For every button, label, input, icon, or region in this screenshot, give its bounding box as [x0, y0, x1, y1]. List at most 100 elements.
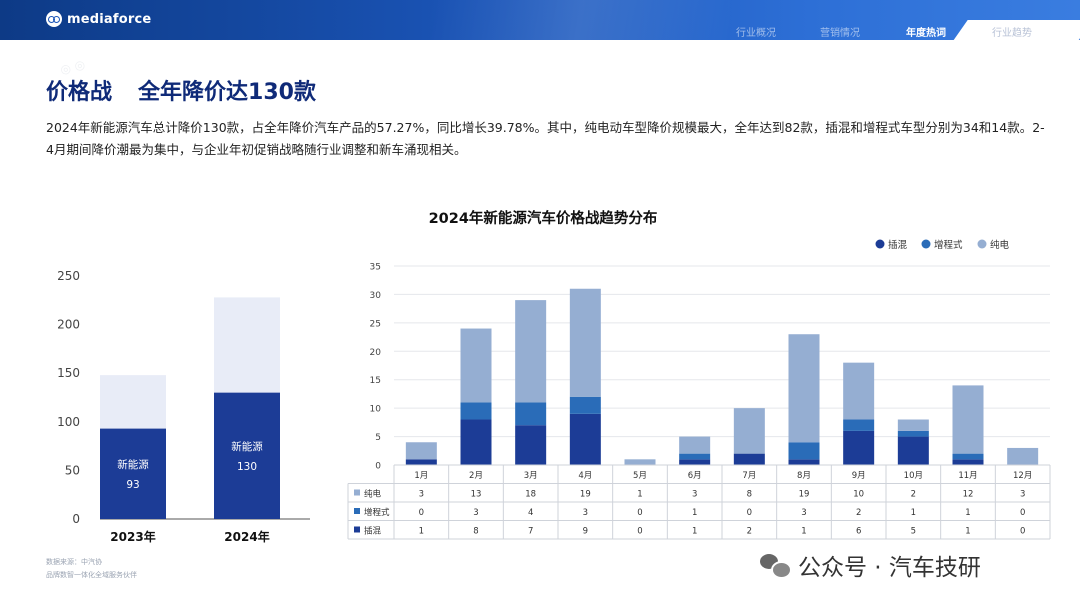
data-source: 数据来源：中汽协 品牌数智一体化全域服务伙伴	[46, 556, 137, 582]
yearly-comparison-svg: 0 50 100 150 200 250 新能源 93 2023年 新能源 130 2024年	[57, 269, 310, 544]
bar-inner-label: 新能源	[117, 458, 149, 471]
bar-segment	[569, 396, 601, 414]
nav-item-marketing[interactable]: 营销情况	[820, 28, 860, 39]
bar-segment	[733, 408, 765, 454]
table-cell-value: 8	[473, 527, 478, 537]
bar-segment	[679, 436, 711, 454]
logo-text: mediaforce	[67, 11, 152, 27]
table-cell-value: 19	[799, 490, 810, 500]
table-cell-value: 1	[419, 527, 424, 537]
legend-label: 纯电	[990, 239, 1010, 251]
y-tick-label: 0	[375, 462, 381, 472]
wechat-watermark: 公众号 · 汽车技研	[760, 548, 981, 582]
y-tick-label: 30	[370, 291, 382, 301]
legend-swatch	[921, 239, 931, 249]
x-category-label: 6月	[688, 471, 702, 481]
table-cell-value: 8	[747, 490, 752, 500]
table-cell-value: 7	[528, 527, 533, 537]
table-cell-value: 12	[963, 490, 974, 500]
table-cell-value: 18	[525, 490, 536, 500]
table-cell-value: 4	[528, 508, 533, 518]
nav-item-trends[interactable]: 行业趋势	[992, 28, 1032, 39]
header-shine	[430, 0, 730, 40]
source-line-2: 品牌数智一体化全域服务伙伴	[46, 571, 137, 579]
table-cell-value: 3	[1020, 490, 1025, 500]
x-category-label: 9月	[852, 471, 866, 481]
legend-swatch	[977, 239, 987, 249]
table-cell-value: 10	[853, 490, 864, 500]
y-tick-label: 0	[72, 512, 80, 526]
bar-segment	[952, 385, 984, 454]
table-cell-value: 13	[471, 490, 482, 500]
bar-segment-other	[214, 297, 280, 393]
y-tick-label: 20	[370, 348, 382, 358]
brand-logo[interactable]: mediaforce	[46, 11, 151, 27]
x-category-label: 10月	[904, 471, 923, 481]
bar-segment	[405, 442, 437, 460]
monthly-trend-chart: 2024年新能源汽车价格战趋势分布 插混 增程式 纯电 0 5 10 15 20 25 30 35 1月…	[340, 200, 1060, 560]
table-row-label: 纯电	[364, 489, 382, 500]
table-cell-value: 0	[419, 508, 424, 518]
bar-segment-nev	[100, 428, 166, 519]
y-tick-label: 35	[370, 263, 381, 273]
bar-segment	[843, 362, 875, 420]
bar-segment	[569, 413, 601, 465]
page-title: 价格战 全年降价达130款	[46, 74, 316, 106]
table-row-swatch	[354, 526, 360, 533]
table-row-label: 插混	[364, 526, 382, 537]
bar-segment	[624, 459, 656, 465]
bar-segment	[515, 300, 547, 403]
bar-segment	[1007, 447, 1039, 465]
table-cell-value: 2	[747, 527, 752, 537]
table-cell-value: 1	[692, 527, 697, 537]
bar-segment	[897, 419, 929, 431]
bar-segment	[788, 459, 820, 465]
table-cell-value: 0	[637, 508, 642, 518]
table-cell-value: 1	[637, 490, 642, 500]
table-cell-value: 3	[583, 508, 588, 518]
table-cell-value: 0	[637, 527, 642, 537]
y-tick-label: 150	[57, 366, 80, 380]
table-cell-value: 5	[911, 527, 916, 537]
x-category-label: 11月	[958, 471, 977, 481]
bar-segment	[952, 453, 984, 460]
table-cell-value: 0	[747, 508, 752, 518]
legend-label: 增程式	[934, 239, 963, 251]
y-tick-label: 200	[57, 318, 80, 332]
x-category-label: 2月	[469, 471, 483, 481]
nav-item-hot-words[interactable]: 年度热词	[906, 28, 946, 39]
page-description: 2024年新能源汽车总计降价130款，占全年降价汽车产品的57.27%，同比增长…	[46, 120, 1045, 157]
watermark-text: 公众号 · 汽车技研	[798, 555, 981, 581]
table-cell-value: 1	[801, 527, 806, 537]
bar-segment	[843, 419, 875, 431]
table-cell-value: 0	[1020, 527, 1025, 537]
x-category-label: 3月	[524, 471, 538, 481]
bar-segment	[952, 459, 984, 465]
bar-value-label: 93	[126, 479, 139, 491]
y-tick-label: 10	[370, 405, 382, 415]
bar-segment-other	[100, 375, 166, 429]
table-cell-value: 9	[583, 527, 588, 537]
x-category-label: 2024年	[224, 529, 269, 544]
y-tick-label: 100	[57, 415, 80, 429]
nav-item-industry-overview[interactable]: 行业概况	[736, 28, 776, 39]
bar-segment	[679, 453, 711, 460]
table-cell-value: 6	[856, 527, 861, 537]
table-cell-value: 19	[580, 490, 591, 500]
table-cell-value: 3	[473, 508, 478, 518]
table-row-swatch	[354, 489, 360, 496]
table-cell-value: 1	[965, 527, 970, 537]
x-category-label: 2023年	[110, 529, 155, 544]
x-category-label: 5月	[633, 471, 647, 481]
x-category-label: 8月	[797, 471, 811, 481]
legend-label: 插混	[888, 239, 908, 251]
bar-segment-nev	[214, 392, 280, 519]
x-category-label: 4月	[578, 471, 592, 481]
chart-title: 2024年新能源汽车价格战趋势分布	[429, 209, 658, 227]
bar-segment	[515, 402, 547, 426]
bar-value-label: 130	[237, 461, 257, 473]
bar-segment	[843, 430, 875, 465]
bar-segment	[733, 453, 765, 465]
wechat-icon	[760, 553, 792, 579]
